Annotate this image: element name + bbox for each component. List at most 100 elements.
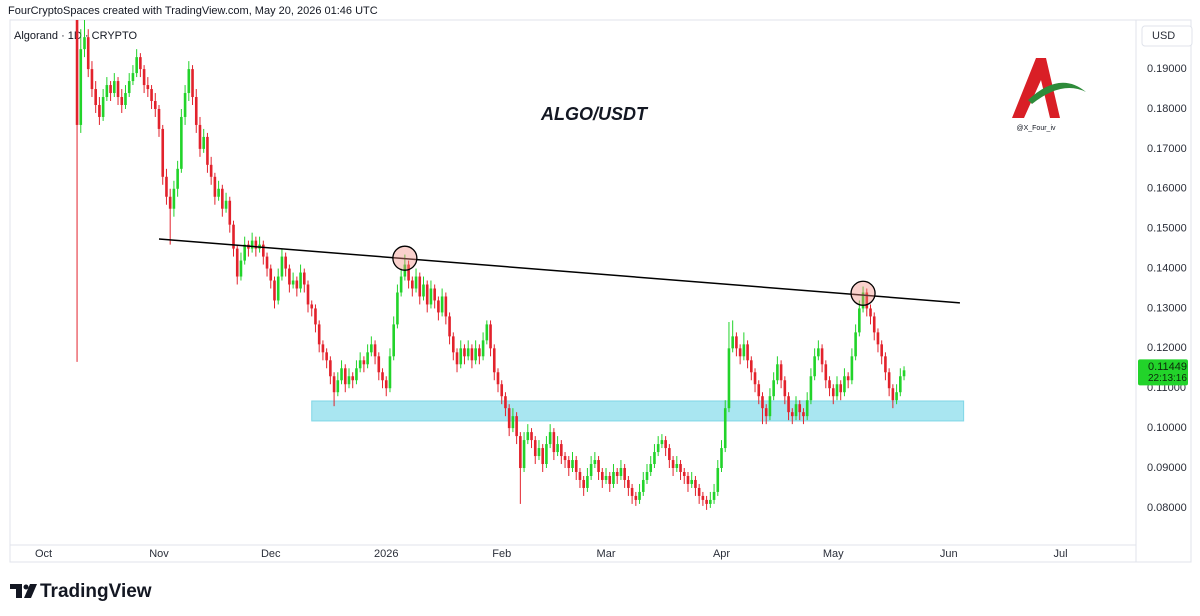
candle-body [887,372,891,389]
candle-body [895,392,898,401]
candle-body [660,440,664,445]
candle-body [280,256,284,277]
candle-body [396,292,399,325]
candle-body [172,188,176,209]
candle-body [466,348,470,357]
candle-body [284,256,287,269]
plot-area [75,20,965,510]
candle-body [552,432,556,453]
y-tick-label: 0.13000 [1147,302,1187,314]
candle-body [545,444,548,465]
candle-body [828,380,831,389]
chart-title: ALGO/USDT [540,104,649,124]
x-tick-label: Jun [940,548,958,560]
candle-body [500,384,504,397]
y-tick-label: 0.19000 [1147,63,1187,75]
x-tick-label: May [823,548,844,560]
candle-body [232,224,235,249]
candle-body [321,344,325,353]
candle-body [481,340,485,357]
candle-body [302,272,306,285]
candle-body [273,280,276,301]
candle-body [176,168,179,189]
candle-body [291,280,295,285]
candle-body [764,408,768,417]
candle-body [783,380,787,397]
candle-body [336,380,340,393]
trendline [158,238,960,304]
author-logo: @X_Four_iv [1012,58,1086,132]
x-tick-label: Mar [597,548,616,560]
candle-body [530,432,533,441]
currency-label: USD [1152,30,1175,42]
x-tick-label: Jul [1053,548,1067,560]
candle-body [433,288,436,301]
candle-body [600,471,604,480]
brand-dot [23,584,29,590]
candle-body [384,380,388,389]
candle-body [98,104,101,117]
candle-body [880,344,883,357]
candle-body [235,248,239,277]
candle-body [641,479,645,492]
candle-body [511,416,515,429]
candle-body [712,491,716,500]
candle-body [295,280,299,289]
y-tick-label: 0.10000 [1147,422,1187,434]
y-tick-label: 0.16000 [1147,183,1187,195]
candle-body [161,128,165,177]
candle-body [165,176,168,197]
candle-body [366,352,369,365]
candle-body [872,316,876,333]
y-tick-label: 0.08000 [1147,502,1187,514]
candle-body [414,276,418,289]
candle-body [262,244,265,257]
y-tick-label: 0.14000 [1147,262,1187,274]
candle-body [593,460,597,465]
candle-body [135,57,138,74]
candle-body [820,348,824,365]
candle-body [444,296,448,317]
candle-body [567,460,571,469]
candle-body [150,89,153,102]
candle-body [180,116,183,169]
candle-body [429,288,433,305]
candle-body [194,97,198,125]
y-tick-label: 0.18000 [1147,103,1187,115]
candle-body [645,471,649,480]
candle-body [727,348,731,409]
candle-body [738,348,742,357]
candle-body [407,264,410,281]
candle-body [265,256,269,269]
candle-body [370,344,373,353]
y-tick-label: 0.15000 [1147,223,1187,235]
candle-body [768,396,772,417]
candle-body [805,400,809,417]
candle-body [153,101,157,109]
candle-body [451,336,455,353]
candle-body [634,495,638,500]
candle-body [314,308,317,325]
candle-body [418,276,422,297]
candle-body [224,200,228,209]
logo-caption: @X_Four_iv [1016,125,1056,132]
candle-body [790,412,794,417]
candle-body [653,452,656,465]
candle-body [86,37,90,70]
header-text: FourCryptoSpaces created with TradingVie… [8,5,378,17]
candle-body [664,440,667,449]
candle-body [597,460,600,472]
candle-body [843,376,846,393]
candle-body [343,368,347,385]
candle-body [358,360,362,369]
candle-body [902,370,906,377]
candle-body [742,344,746,357]
candle-body [615,471,619,476]
x-tick-label: Dec [261,548,281,560]
candle-body [146,85,150,90]
support-zone [311,400,965,422]
candle-body [459,348,463,365]
candle-body [381,372,384,381]
candle-body [474,348,477,361]
candle-body [478,348,481,357]
